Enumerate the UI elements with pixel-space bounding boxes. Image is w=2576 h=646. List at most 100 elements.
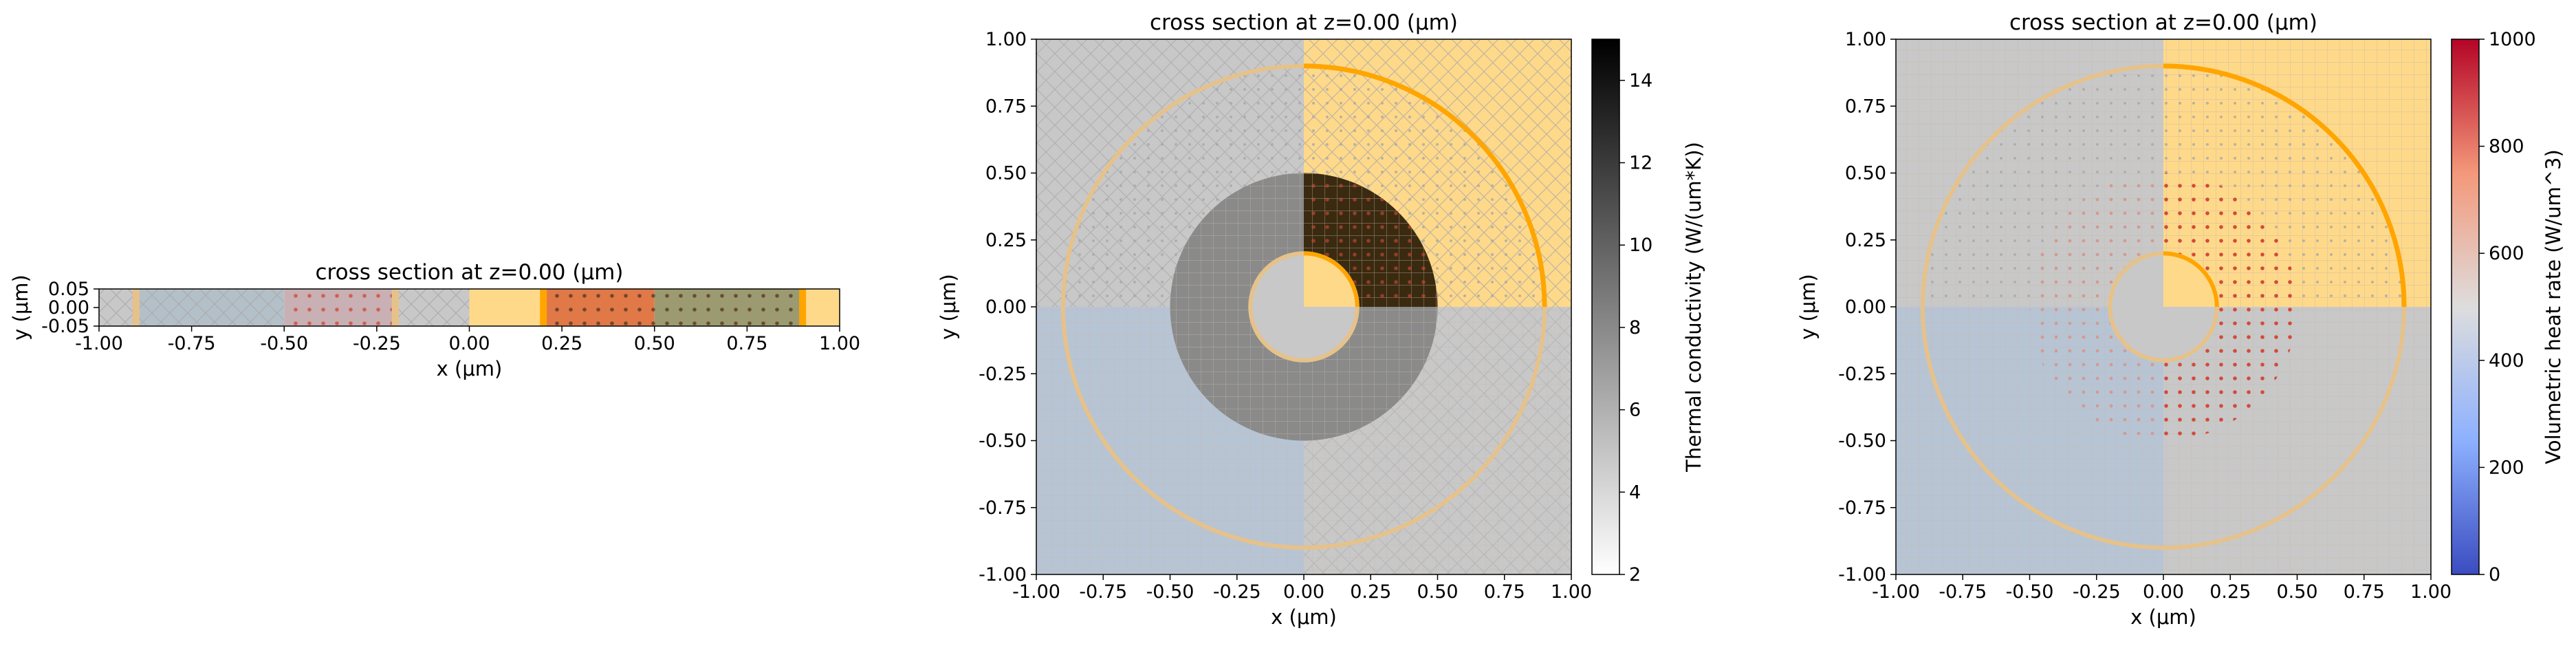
panel3-y-ticks: -1.00 -0.75 -0.50 -0.25 0.00 0.25 0.50 0.75 1.00 (1838, 29, 1896, 585)
colorbar-tick-label: 0 (2489, 564, 2500, 585)
panel2-plot-area (1036, 39, 1572, 575)
x-tick-label: 0.75 (1484, 581, 1525, 603)
x-tick-label: 1.00 (819, 333, 860, 354)
panel1-y-ticks: -0.050.000.05 (41, 279, 99, 337)
structure-boundary (132, 289, 140, 326)
panel2-colorbar: 2 4 6 8 10 12 14 (1591, 39, 1652, 585)
panel3-colorbar-label: Volumetric heat rate (W/um^3) (2542, 149, 2565, 464)
x-tick-label: -0.25 (353, 333, 401, 354)
y-tick-label: -1.00 (979, 564, 1027, 585)
x-tick-label: 0.25 (2209, 581, 2251, 603)
y-tick-label: 0.25 (985, 230, 1027, 251)
y-tick-label: -0.05 (41, 316, 89, 337)
structure-boundary (391, 289, 399, 326)
y-tick-label: 0.00 (48, 297, 89, 319)
colorbar-tick-label: 1000 (2489, 29, 2536, 50)
panel2-y-label: y (μm) (937, 274, 960, 340)
x-tick-label: 0.75 (2344, 581, 2385, 603)
x-tick-label: 0.25 (1350, 581, 1391, 603)
y-tick-label: 0.00 (985, 297, 1027, 318)
segment-hatch (99, 289, 136, 326)
x-tick-label: -0.25 (2073, 581, 2121, 603)
y-tick-label: 0.25 (1845, 230, 1886, 251)
x-tick-label: -0.75 (1079, 581, 1127, 603)
panel1-title: cross section at z=0.00 (μm) (316, 260, 624, 285)
y-tick-label: 0.75 (985, 96, 1027, 117)
inner-disk-top-right (1304, 253, 1357, 307)
x-tick-label: 0.00 (2143, 581, 2184, 603)
y-tick-label: 0.50 (1845, 163, 1886, 184)
material-segment (469, 289, 544, 326)
segment-hatch (284, 289, 395, 326)
segment-hatch (135, 289, 285, 326)
x-tick-label: -1.00 (1872, 581, 1920, 603)
ring-dots (1304, 173, 1438, 307)
outer-circle-boundary-highlight (1303, 63, 1547, 308)
x-tick-label: 0.00 (1283, 581, 1324, 603)
y-tick-label: 0.00 (1845, 297, 1886, 318)
x-tick-label: -0.75 (1939, 581, 1987, 603)
x-tick-label: 0.00 (448, 333, 490, 354)
x-tick-label: -0.75 (168, 333, 216, 354)
colorbar-gradient (1591, 39, 1620, 575)
structure-boundary (799, 289, 807, 326)
x-tick-label: 0.25 (541, 333, 582, 354)
y-tick-label: -0.50 (1838, 431, 1886, 452)
colorbar-tick-label: 6 (1629, 400, 1641, 421)
x-tick-label: 1.00 (1551, 581, 1592, 603)
x-tick-label: -0.50 (260, 333, 308, 354)
structure-boundary (540, 289, 547, 326)
y-tick-label: -0.25 (979, 363, 1027, 385)
y-tick-label: -0.75 (979, 497, 1027, 519)
colorbar-tick-label: 8 (1629, 317, 1641, 338)
inner-disk-top-right (2163, 253, 2217, 307)
x-tick-label: 0.50 (1417, 581, 1458, 603)
panel2-colorbar-label: Thermal conductivity (W/(um*K)) (1682, 142, 1705, 473)
x-tick-label: -1.00 (1012, 581, 1060, 603)
panel2-x-label: x (μm) (1271, 605, 1337, 629)
x-tick-label: -0.50 (1146, 581, 1194, 603)
panel1-y-label: y (μm) (9, 274, 32, 341)
panel2-x-ticks: -1.00 -0.75 -0.50 -0.25 0.00 0.25 0.50 0.75 1.00 (1012, 574, 1592, 603)
x-tick-label: 1.00 (2410, 581, 2452, 603)
x-tick-label: 0.50 (634, 333, 675, 354)
panel3-plot-area (1895, 39, 2432, 575)
y-tick-label: 0.05 (48, 279, 89, 300)
panel-volumetric-heat-rate: cross section at z=0.00 (μm) -1.00 -0.75-… (1796, 10, 2565, 629)
colorbar-gradient (2451, 39, 2480, 575)
y-tick-label: -1.00 (1838, 564, 1886, 585)
segment-hatch (654, 289, 803, 326)
y-tick-label: -0.25 (1838, 363, 1886, 385)
y-tick-label: 1.00 (1845, 29, 1886, 50)
panel3-x-ticks: -1.00 -0.75 -0.50 -0.25 0.00 0.25 0.50 0.75 1.00 (1872, 574, 2452, 603)
panel2-y-ticks: -1.00 -0.75 -0.50 -0.25 0.00 0.25 0.50 0.75 1.00 (979, 29, 1036, 585)
colorbar-tick-label: 2 (1629, 564, 1641, 585)
colorbar-tick-label: 4 (1629, 482, 1641, 503)
outer-circle-boundary-highlight (2163, 63, 2407, 308)
plot-content (1896, 39, 2431, 574)
panel-thermal-conductivity: cross section at z=0.00 (μm) -1.00 -0.75-… (937, 10, 1705, 629)
panel3-x-label: x (μm) (2130, 605, 2196, 629)
colorbar-tick-label: 600 (2489, 243, 2524, 264)
x-tick-label: -1.00 (75, 333, 123, 354)
y-tick-label: 1.00 (985, 29, 1027, 50)
y-tick-label: -0.50 (979, 431, 1027, 452)
colorbar-tick-label: 10 (1629, 235, 1652, 256)
ring-heat-dots-faint (2029, 173, 2163, 441)
x-tick-label: -0.50 (2006, 581, 2054, 603)
colorbar-tick-label: 12 (1629, 153, 1652, 174)
colorbar-tick-label: 14 (1629, 70, 1652, 91)
x-tick-label: 0.50 (2276, 581, 2317, 603)
panel3-y-label: y (μm) (1796, 274, 1820, 340)
colorbar-tick-label: 800 (2489, 136, 2524, 158)
panel1-plot-area (98, 288, 840, 327)
colorbar-tick-label: 200 (2489, 457, 2524, 478)
panel2-title: cross section at z=0.00 (μm) (1150, 10, 1458, 35)
segment-hatch (395, 289, 470, 326)
y-tick-label: 0.50 (985, 163, 1027, 184)
y-tick-label: 0.75 (1845, 96, 1886, 117)
x-tick-label: -0.25 (1213, 581, 1261, 603)
panel1-x-ticks: -1.00 -0.75 -0.50 -0.25 0.00 0.25 0.50 0.75 1.00 (75, 326, 860, 354)
y-tick-label: -0.75 (1838, 497, 1886, 519)
